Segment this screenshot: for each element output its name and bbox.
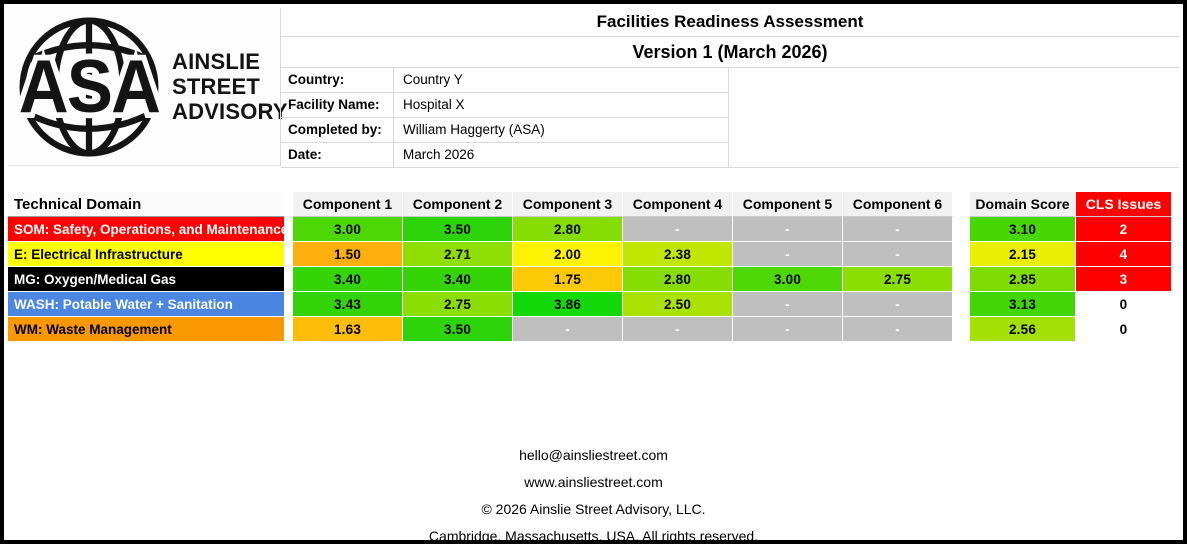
component-score-cell[interactable]: 2.71 xyxy=(403,242,513,267)
facility-name-label: Facility Name: xyxy=(281,93,394,118)
column-header-component-3: Component 3 xyxy=(513,192,623,217)
column-gap xyxy=(285,217,293,242)
component-score-cell[interactable]: 2.80 xyxy=(513,217,623,242)
company-name-line: ADVISORY xyxy=(172,99,288,124)
component-score-cell[interactable]: 2.38 xyxy=(623,242,733,267)
column-header-technical-domain: Technical Domain xyxy=(8,192,285,217)
assessment-table: Technical Domain Component 1 Component 2 Co… xyxy=(8,192,1179,342)
component-score-cell[interactable]: - xyxy=(733,292,843,317)
metadata-fields: Country: Country Y Facility Name: Hospit… xyxy=(281,68,1179,168)
cls-issues-cell[interactable]: 3 xyxy=(1076,267,1172,292)
column-gap xyxy=(285,267,293,292)
column-gap xyxy=(285,292,293,317)
column-header-component-5: Component 5 xyxy=(733,192,843,217)
footer-website: www.ainsliestreet.com xyxy=(524,474,663,490)
component-score-cell[interactable]: 3.43 xyxy=(293,292,403,317)
component-score-cell[interactable]: - xyxy=(733,242,843,267)
component-score-cell[interactable]: 3.40 xyxy=(293,267,403,292)
facility-name-value[interactable]: Hospital X xyxy=(394,93,729,118)
column-header-component-2: Component 2 xyxy=(403,192,513,217)
component-score-cell[interactable]: 1.63 xyxy=(293,317,403,342)
domain-label: MG: Oxygen/Medical Gas xyxy=(8,267,285,292)
empty-header-cell xyxy=(729,68,1179,168)
domain-label: WASH: Potable Water + Sanitation xyxy=(8,292,285,317)
component-score-cell[interactable]: 3.00 xyxy=(293,217,403,242)
domain-score-cell[interactable]: 2.15 xyxy=(970,242,1076,267)
country-label: Country: xyxy=(281,68,394,93)
component-score-cell[interactable]: 2.00 xyxy=(513,242,623,267)
globe-logo-icon: ASA xyxy=(10,12,168,162)
domain-score-cell[interactable]: 3.13 xyxy=(970,292,1076,317)
component-score-cell[interactable]: 3.50 xyxy=(403,217,513,242)
column-gap xyxy=(953,292,970,317)
cls-issues-cell[interactable]: 0 xyxy=(1076,292,1172,317)
completed-by-value[interactable]: William Haggerty (ASA) xyxy=(394,118,729,143)
column-gap xyxy=(285,242,293,267)
component-score-cell[interactable]: 2.75 xyxy=(403,292,513,317)
country-value[interactable]: Country Y xyxy=(394,68,729,93)
column-gap xyxy=(953,217,970,242)
component-score-cell[interactable]: - xyxy=(733,317,843,342)
component-score-cell[interactable]: - xyxy=(733,217,843,242)
component-score-cell[interactable]: 3.40 xyxy=(403,267,513,292)
column-header-component-4: Component 4 xyxy=(623,192,733,217)
component-score-cell[interactable]: 1.50 xyxy=(293,242,403,267)
header-block: Facilities Readiness Assessment Version … xyxy=(280,8,1179,168)
column-gap xyxy=(953,242,970,267)
top-section: ASA AINSLIE STREET ADVISORY Facilities R… xyxy=(8,8,1179,168)
domain-score-cell[interactable]: 2.85 xyxy=(970,267,1076,292)
domain-score-cell[interactable]: 3.10 xyxy=(970,217,1076,242)
document-version: Version 1 (March 2026) xyxy=(281,37,1179,68)
column-gap xyxy=(285,317,293,342)
component-score-cell[interactable]: - xyxy=(843,317,953,342)
footer-email: hello@ainsliestreet.com xyxy=(519,447,668,463)
column-header-domain-score: Domain Score xyxy=(970,192,1076,217)
domain-score-cell[interactable]: 2.56 xyxy=(970,317,1076,342)
column-header-component-6: Component 6 xyxy=(843,192,953,217)
component-score-cell[interactable]: - xyxy=(843,242,953,267)
component-score-cell[interactable]: 3.50 xyxy=(403,317,513,342)
company-name: AINSLIE STREET ADVISORY xyxy=(172,49,288,124)
company-name-line: STREET xyxy=(172,74,260,99)
completed-by-label: Completed by: xyxy=(281,118,394,143)
column-gap xyxy=(285,192,293,217)
component-score-cell[interactable]: 1.75 xyxy=(513,267,623,292)
domain-label: SOM: Safety, Operations, and Maintenance xyxy=(8,217,285,242)
component-score-cell[interactable]: 3.00 xyxy=(733,267,843,292)
component-score-cell[interactable]: - xyxy=(623,217,733,242)
domain-label: E: Electrical Infrastructure xyxy=(8,242,285,267)
column-gap xyxy=(953,317,970,342)
component-score-cell[interactable]: - xyxy=(843,217,953,242)
component-score-cell[interactable]: - xyxy=(623,317,733,342)
footer-address: Cambridge, Massachusetts, USA. All right… xyxy=(428,528,759,544)
component-score-cell[interactable]: 3.86 xyxy=(513,292,623,317)
column-gap xyxy=(953,192,970,217)
footer-copyright: © 2026 Ainslie Street Advisory, LLC. xyxy=(481,501,706,517)
company-logo: ASA AINSLIE STREET ADVISORY xyxy=(8,8,288,166)
cls-issues-cell[interactable]: 0 xyxy=(1076,317,1172,342)
document-title: Facilities Readiness Assessment xyxy=(281,8,1179,37)
column-header-cls-issues: CLS Issues xyxy=(1076,192,1172,217)
component-score-cell[interactable]: - xyxy=(843,292,953,317)
component-score-cell[interactable]: 2.80 xyxy=(623,267,733,292)
domain-label: WM: Waste Management xyxy=(8,317,285,342)
column-gap xyxy=(953,267,970,292)
footer: hello@ainsliestreet.com www.ainsliestree… xyxy=(8,442,1179,550)
cls-issues-cell[interactable]: 4 xyxy=(1076,242,1172,267)
cls-issues-cell[interactable]: 2 xyxy=(1076,217,1172,242)
date-label: Date: xyxy=(281,143,394,168)
component-score-cell[interactable]: - xyxy=(513,317,623,342)
component-score-cell[interactable]: 2.75 xyxy=(843,267,953,292)
logo-acronym: ASA xyxy=(19,44,160,128)
company-name-line: AINSLIE xyxy=(172,49,261,74)
component-score-cell[interactable]: 2.50 xyxy=(623,292,733,317)
date-value[interactable]: March 2026 xyxy=(394,143,729,168)
column-header-component-1: Component 1 xyxy=(293,192,403,217)
